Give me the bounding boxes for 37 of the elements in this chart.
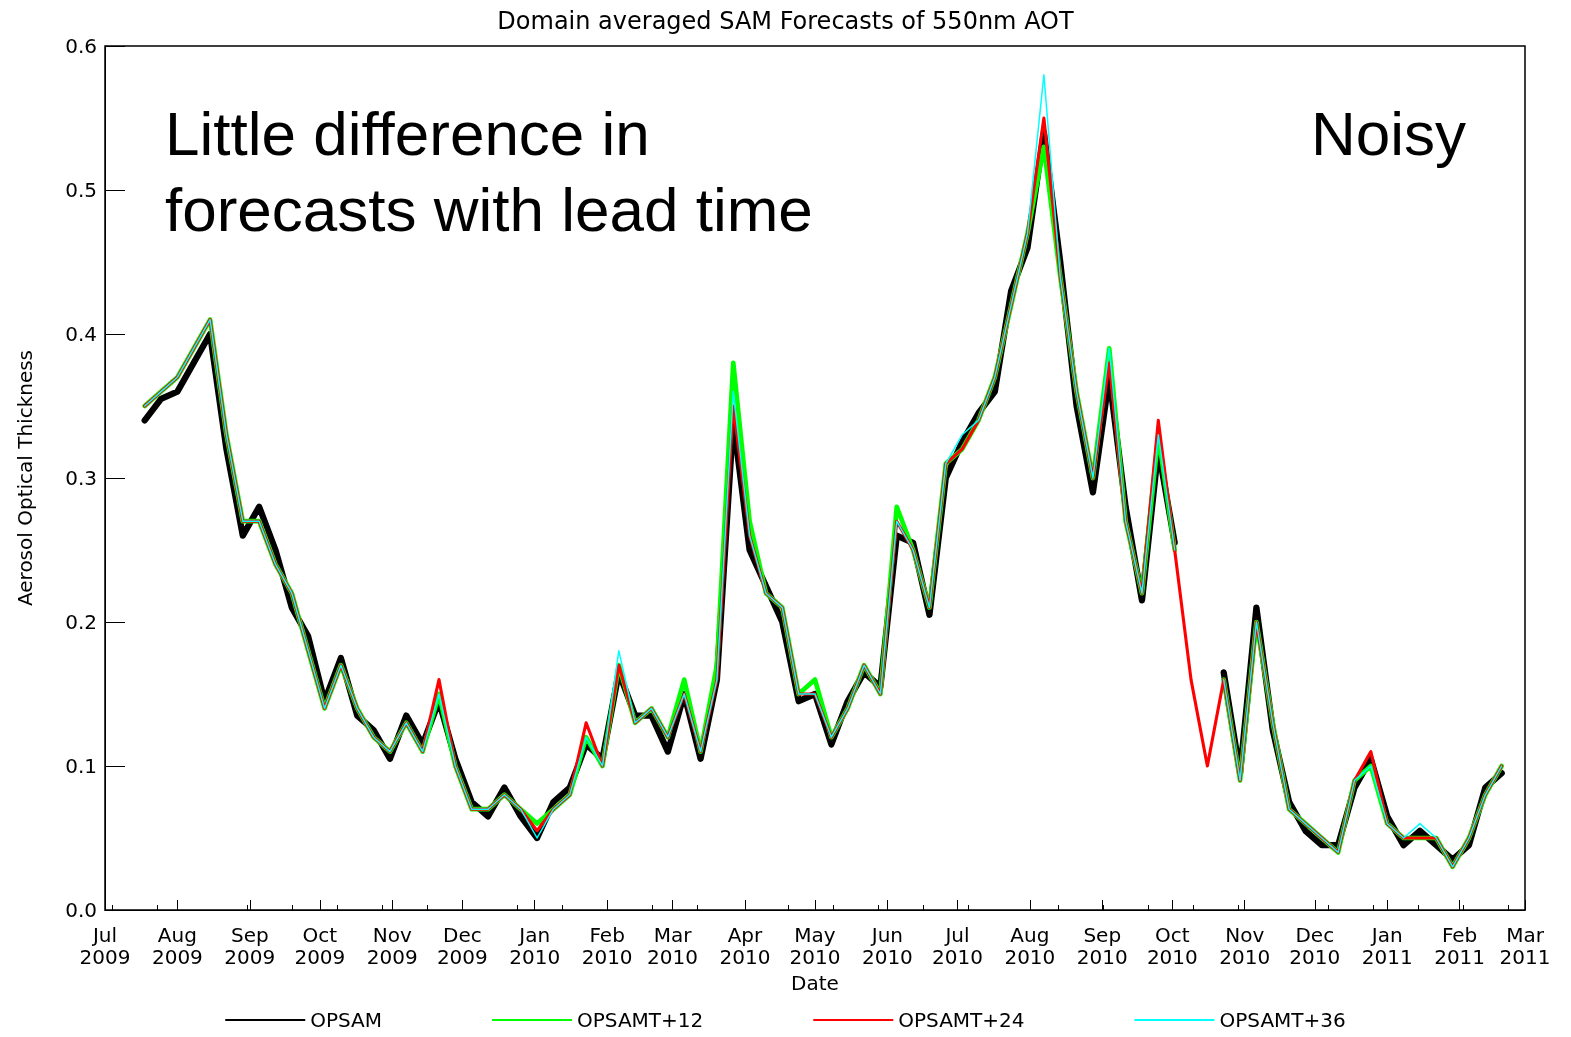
x-tick-label: Feb 2011 <box>1434 923 1486 969</box>
x-tick-label: Apr 2010 <box>719 923 771 969</box>
x-axis-title: Date <box>791 970 839 995</box>
x-tick-label: Nov 2009 <box>366 923 418 969</box>
y-tick-label: 0.0 <box>65 898 97 922</box>
x-tick-label: Mar 2011 <box>1499 923 1551 969</box>
chart-title: Domain averaged SAM Forecasts of 550nm AOT <box>497 7 1074 35</box>
x-tick-label: Mar 2010 <box>647 923 698 969</box>
y-tick-label: 0.2 <box>65 610 97 634</box>
y-tick-label: 0.6 <box>65 34 97 58</box>
x-tick-label: Jun 2010 <box>861 923 913 969</box>
y-tick-label: 0.5 <box>65 178 97 202</box>
x-tick-label: Nov 2010 <box>1219 923 1271 969</box>
x-tick-label: Jul 2009 <box>79 923 131 969</box>
x-tick-label: Sep 2010 <box>1076 923 1128 969</box>
legend-label: OPSAMT+24 <box>898 1008 1025 1032</box>
x-tick-label: Oct 2009 <box>294 923 346 969</box>
annotation: Noisy <box>1310 98 1466 168</box>
legend-label: OPSAM <box>310 1008 383 1032</box>
legend-label: OPSAMT+36 <box>1219 1008 1346 1032</box>
annotation: Little difference in forecasts with lead time <box>165 98 813 244</box>
x-tick-label: Jan 2010 <box>509 923 561 969</box>
x-tick-label: Oct 2010 <box>1146 923 1198 969</box>
y-tick-label: 0.1 <box>65 754 97 778</box>
y-tick-label: 0.4 <box>65 322 97 346</box>
y-tick-label: 0.3 <box>65 466 97 490</box>
legend-label: OPSAMT+12 <box>577 1008 704 1032</box>
x-tick-label: Dec 2009 <box>436 923 488 969</box>
x-tick-label: May 2010 <box>789 923 841 969</box>
x-tick-label: Jan 2011 <box>1361 923 1413 969</box>
y-axis-title: Aerosol Optical Thickness <box>13 349 37 607</box>
x-tick-label: Sep 2009 <box>224 923 276 969</box>
x-tick-label: Aug 2010 <box>1004 923 1056 969</box>
x-tick-label: Feb 2010 <box>581 923 633 969</box>
x-tick-label: Aug 2009 <box>151 923 203 969</box>
x-tick-label: Dec 2010 <box>1289 923 1341 969</box>
x-tick-label: Jul 2010 <box>932 923 983 969</box>
